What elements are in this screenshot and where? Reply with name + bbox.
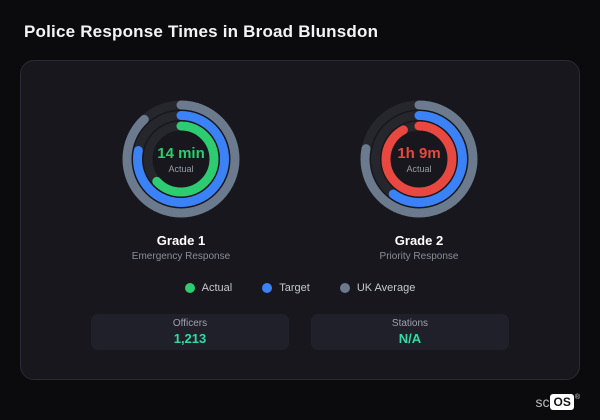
stat-officers: Officers 1,213 xyxy=(91,314,289,350)
stats-row: Officers 1,213 Stations N/A xyxy=(91,314,509,350)
stat-label: Stations xyxy=(391,318,429,329)
legend: Actual Target UK Average xyxy=(184,282,416,294)
legend-item-actual: Actual xyxy=(184,282,233,294)
legend-dot-target-icon xyxy=(262,283,273,293)
gauge-grade-1: 14 min Actual Grade 1 Emergency Response xyxy=(95,97,267,262)
scos-logo: sc OS ® xyxy=(535,394,580,410)
response-times-card: 14 min Actual Grade 1 Emergency Response… xyxy=(20,60,580,380)
gauge-center-label: 1h 9m Actual xyxy=(357,97,481,221)
stat-value: N/A xyxy=(398,331,422,346)
gauge-chart: 14 min Actual xyxy=(119,97,243,221)
grade-title: Grade 2 xyxy=(394,233,444,248)
legend-dot-actual-icon xyxy=(184,283,195,293)
legend-label: Target xyxy=(279,282,310,294)
gauge-chart: 1h 9m Actual xyxy=(357,97,481,221)
grade-title: Grade 1 xyxy=(156,233,206,248)
scos-logo-prefix: sc xyxy=(535,394,550,410)
legend-dot-uk-average-icon xyxy=(339,283,350,293)
gauge-rings xyxy=(360,100,478,218)
stat-value: 1,213 xyxy=(173,331,207,346)
legend-item-uk-average: UK Average xyxy=(339,282,416,294)
gauge-actual-caption: Actual xyxy=(406,163,432,174)
legend-label: Actual xyxy=(201,282,233,294)
gauge-grade-2: 1h 9m Actual Grade 2 Priority Response xyxy=(333,97,505,262)
grade-subtitle: Priority Response xyxy=(379,251,459,262)
gauges-row: 14 min Actual Grade 1 Emergency Response… xyxy=(95,97,505,262)
legend-item-target: Target xyxy=(262,282,310,294)
gauge-actual-value: 14 min xyxy=(157,144,205,162)
gauge-actual-caption: Actual xyxy=(168,163,194,174)
grade-subtitle: Emergency Response xyxy=(131,251,231,262)
stat-stations: Stations N/A xyxy=(311,314,509,350)
legend-label: UK Average xyxy=(356,282,416,294)
page-title: Police Response Times in Broad Blunsdon xyxy=(24,22,379,41)
scos-logo-badge: OS xyxy=(550,394,574,410)
gauge-center-label: 14 min Actual xyxy=(119,97,243,221)
gauge-rings xyxy=(122,100,240,218)
dashboard-page: Police Response Times in Broad Blunsdon … xyxy=(0,0,600,410)
registered-mark-icon: ® xyxy=(574,394,580,401)
gauge-actual-value: 1h 9m xyxy=(397,144,441,162)
stat-label: Officers xyxy=(172,318,208,329)
